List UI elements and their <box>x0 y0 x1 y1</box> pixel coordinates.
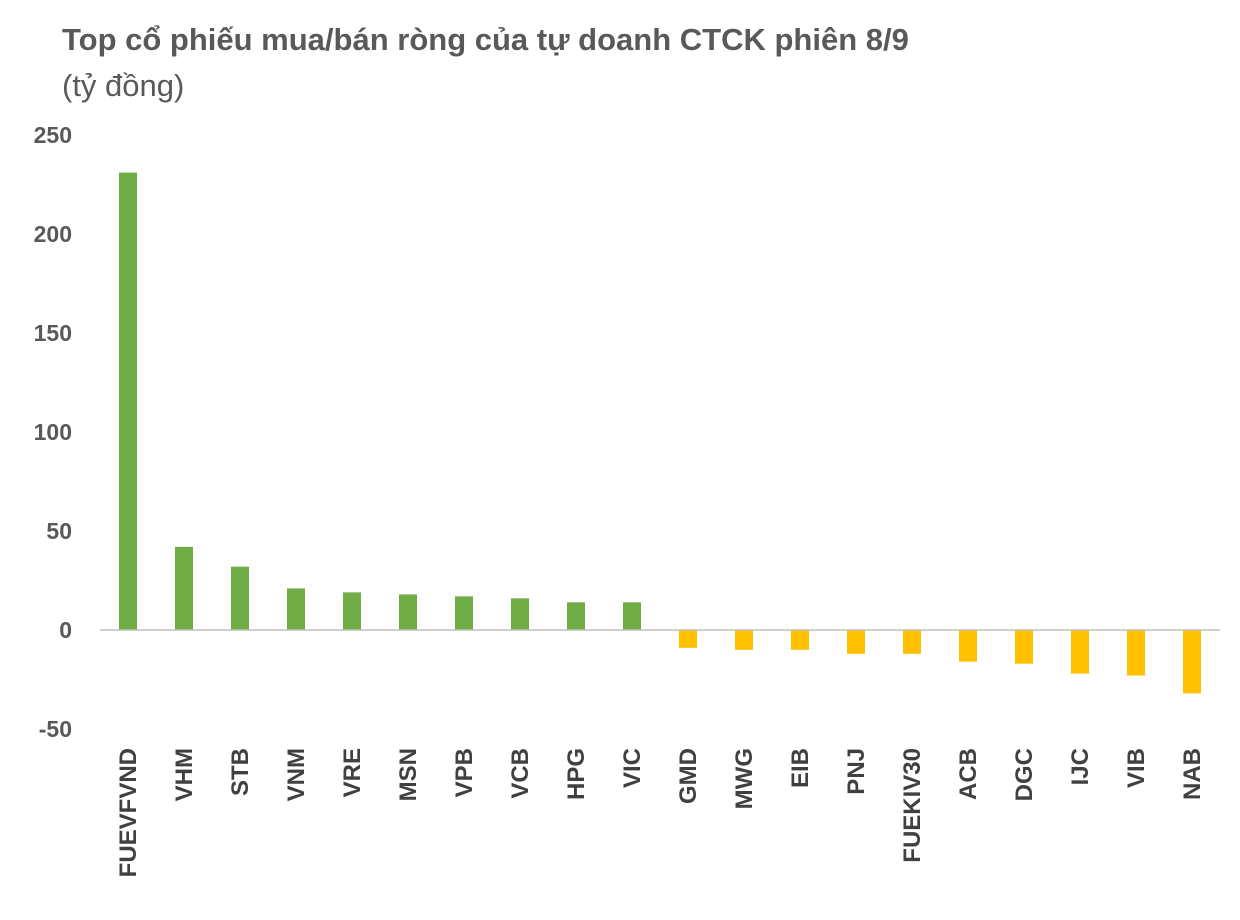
bar <box>847 630 865 654</box>
x-category-label: VCB <box>507 748 534 799</box>
bar <box>399 594 417 630</box>
x-category-label: DGC <box>1011 748 1038 801</box>
bar <box>791 630 809 650</box>
x-category-label: STB <box>227 748 254 796</box>
chart-title: Top cổ phiếu mua/bán ròng của tự doanh C… <box>62 22 909 57</box>
x-category-label: MWG <box>731 748 758 809</box>
bar <box>1015 630 1033 664</box>
y-tick-label: 50 <box>46 518 72 544</box>
bar <box>903 630 921 654</box>
y-tick-label: 100 <box>34 419 72 445</box>
bar <box>287 588 305 630</box>
bar <box>511 598 529 630</box>
bar <box>119 172 137 630</box>
x-category-label: VNM <box>283 748 310 801</box>
x-category-label: HPG <box>563 748 590 800</box>
y-tick-label: -50 <box>39 716 72 742</box>
bar <box>343 592 361 630</box>
x-category-label: FUEVFVND <box>115 748 142 877</box>
y-tick-label: 0 <box>59 617 72 643</box>
x-category-label: PNJ <box>843 748 870 795</box>
x-category-label: VRE <box>339 748 366 797</box>
bar <box>959 630 977 662</box>
x-category-label: VIB <box>1123 748 1150 788</box>
bar <box>231 566 249 630</box>
bar <box>1127 630 1145 676</box>
x-category-label: NAB <box>1179 748 1206 800</box>
bar <box>567 602 585 630</box>
x-category-label: ACB <box>955 748 982 800</box>
x-category-label: GMD <box>675 748 702 804</box>
x-category-label: VIC <box>619 748 646 788</box>
bar <box>1183 630 1201 694</box>
bar <box>175 546 193 630</box>
bar <box>623 602 641 630</box>
x-category-label: IJC <box>1067 748 1094 785</box>
x-category-label: VPB <box>451 748 478 797</box>
y-tick-label: 150 <box>34 320 72 346</box>
bar <box>455 596 473 630</box>
x-category-label: VHM <box>171 748 198 801</box>
chart-subtitle: (tỷ đồng) <box>62 68 185 103</box>
bar <box>679 630 697 648</box>
bar <box>1071 630 1089 674</box>
y-tick-label: 200 <box>34 221 72 247</box>
bar <box>735 630 753 650</box>
x-category-label: FUEKIV30 <box>899 748 926 863</box>
x-category-label: EIB <box>787 748 814 788</box>
y-tick-label: 250 <box>34 122 72 148</box>
x-category-label: MSN <box>395 748 422 801</box>
